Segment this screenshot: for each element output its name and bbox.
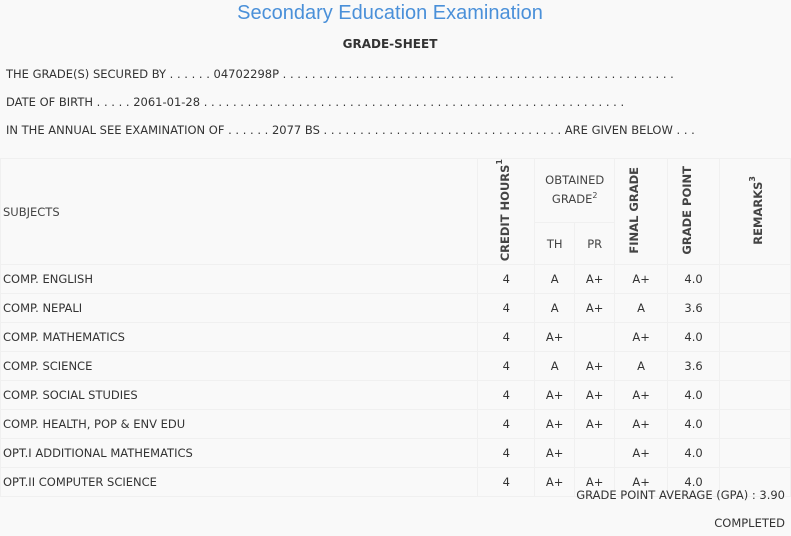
cell-credit: 4 [477, 351, 536, 382]
cell-th: A [534, 293, 576, 324]
cell-final: A+ [614, 409, 669, 440]
cell-pr [574, 322, 616, 353]
cell-th: A+ [534, 380, 576, 411]
table-row: OPT.I ADDITIONAL MATHEMATICS 4 A+ A+ 4.0 [0, 438, 791, 469]
symbol-number: 04702298P [213, 67, 280, 81]
cell-point: 3.6 [667, 351, 721, 382]
cell-credit: 4 [477, 409, 536, 440]
cell-pr [574, 438, 616, 469]
cell-th: A+ [534, 438, 576, 469]
header-th: TH [534, 221, 576, 266]
grade-sheet-heading: GRADE-SHEET [342, 37, 438, 51]
cell-final: A+ [614, 438, 669, 469]
cell-point: 4.0 [667, 264, 721, 295]
cell-credit: 4 [477, 467, 536, 498]
header-pr: PR [574, 221, 616, 266]
cell-th: A+ [534, 409, 576, 440]
cell-subject: COMP. MATHEMATICS [0, 322, 479, 353]
header-subjects: SUBJECTS [0, 157, 479, 266]
cell-subject: OPT.I ADDITIONAL MATHEMATICS [0, 438, 479, 469]
dots: . . . . . . . . . . . . . . . . . . . . … [323, 123, 695, 137]
cell-credit: 4 [477, 438, 536, 469]
cell-subject: COMP. ENGLISH [0, 264, 479, 295]
cell-subject: COMP. NEPALI [0, 293, 479, 324]
cell-remarks [719, 264, 791, 295]
cell-point: 4.0 [667, 409, 721, 440]
table-row: COMP. MATHEMATICS 4 A+ A+ 4.0 [0, 322, 791, 353]
cell-subject: OPT.II COMPUTER SCIENCE [0, 467, 479, 498]
cell-pr: A+ [574, 351, 616, 382]
table-row: OPT.II COMPUTER SCIENCE 4 A+ A+ A+ 4.0 [0, 467, 791, 498]
cell-final: A+ [614, 380, 669, 411]
header-remarks: REMARKS3 [719, 157, 791, 266]
table-row: COMP. ENGLISH 4 A A+ A+ 4.0 [0, 264, 791, 295]
cell-point: 4.0 [667, 438, 721, 469]
cell-final: A [614, 351, 669, 382]
header-credit-hours: CREDIT HOURS1 [477, 157, 536, 266]
cell-pr: A+ [574, 264, 616, 295]
cell-pr: A+ [574, 467, 616, 498]
cell-remarks [719, 467, 791, 498]
cell-final: A+ [614, 264, 669, 295]
cell-subject: COMP. SOCIAL STUDIES [0, 380, 479, 411]
cell-credit: 4 [477, 293, 536, 324]
dob-value: 2061-01-28 [133, 95, 201, 109]
cell-credit: 4 [477, 380, 536, 411]
gpa: GRADE POINT AVERAGE (GPA) : 3.90 [576, 488, 785, 502]
header-grade-point: GRADE POINT [667, 157, 721, 266]
cell-point: 4.0 [667, 467, 721, 498]
exam-line: IN THE ANNUAL SEE EXAMINATION OF . . . .… [6, 123, 695, 137]
cell-point: 4.0 [667, 322, 721, 353]
cell-final: A [614, 293, 669, 324]
secured-by-label: THE GRADE(S) SECURED BY . . . . . . [6, 67, 210, 81]
cell-credit: 4 [477, 264, 536, 295]
cell-pr: A+ [574, 409, 616, 440]
header-obtained-grade: OBTAINED GRADE2 [534, 158, 616, 223]
cell-th: A [534, 351, 576, 382]
dob-label: DATE OF BIRTH . . . . . [6, 95, 130, 109]
table-row: COMP. SCIENCE 4 A A+ A 3.6 [0, 351, 791, 382]
exam-label: IN THE ANNUAL SEE EXAMINATION OF . . . .… [6, 123, 269, 137]
cell-pr: A+ [574, 293, 616, 324]
dob-line: DATE OF BIRTH . . . . . 2061-01-28 . . .… [6, 95, 624, 109]
table-row: COMP. NEPALI 4 A A+ A 3.6 [0, 293, 791, 324]
cell-th: A [534, 264, 576, 295]
table-row: COMP. HEALTH, POP & ENV EDU 4 A+ A+ A+ 4.0 [0, 409, 791, 440]
cell-th: A+ [534, 322, 576, 353]
cell-th: A+ [534, 467, 576, 498]
cell-subject: COMP. HEALTH, POP & ENV EDU [0, 409, 479, 440]
cell-subject: COMP. SCIENCE [0, 351, 479, 382]
cell-remarks [719, 351, 791, 382]
table-row: COMP. SOCIAL STUDIES 4 A+ A+ A+ 4.0 [0, 380, 791, 411]
cell-final: A+ [614, 467, 669, 498]
cell-remarks [719, 380, 791, 411]
grades-table: SUBJECTS CREDIT HOURS1 OBTAINED GRADE2 F… [0, 157, 791, 498]
page-title: Secondary Education Examination [237, 2, 543, 24]
result-status: COMPLETED [714, 516, 785, 530]
cell-final: A+ [614, 322, 669, 353]
secured-by-line: THE GRADE(S) SECURED BY . . . . . . 0470… [6, 67, 674, 81]
dots: . . . . . . . . . . . . . . . . . . . . … [203, 95, 625, 109]
dots: . . . . . . . . . . . . . . . . . . . . … [282, 67, 674, 81]
cell-remarks [719, 293, 791, 324]
cell-point: 3.6 [667, 293, 721, 324]
cell-remarks [719, 322, 791, 353]
cell-pr: A+ [574, 380, 616, 411]
exam-year: 2077 BS [271, 123, 320, 137]
cell-remarks [719, 409, 791, 440]
header-final-grade: FINAL GRADE [614, 157, 669, 266]
cell-point: 4.0 [667, 380, 721, 411]
cell-remarks [719, 438, 791, 469]
cell-credit: 4 [477, 322, 536, 353]
